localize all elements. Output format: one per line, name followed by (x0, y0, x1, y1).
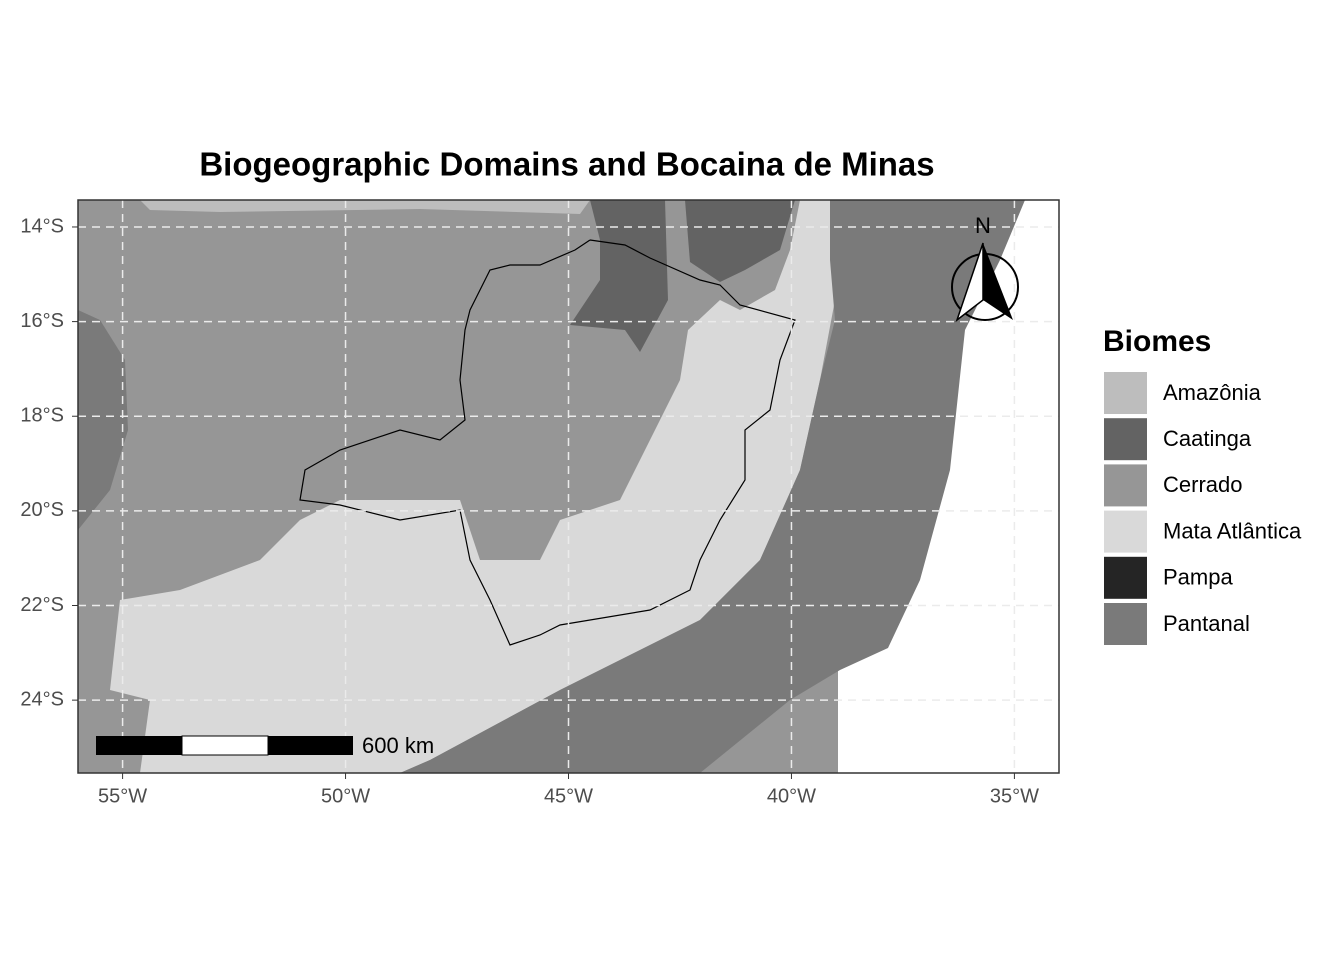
pantanal-west (78, 310, 128, 530)
x-tick-label: 45°W (544, 785, 593, 807)
x-tick-label: 40°W (767, 785, 816, 807)
scale-segment (181, 735, 269, 756)
scale-segment (96, 736, 182, 755)
legend-swatch (1104, 418, 1147, 461)
legend-swatch (1104, 556, 1147, 599)
legend-label: Mata Atlântica (1163, 518, 1302, 543)
north-arrow-right (983, 243, 1013, 320)
y-tick-label: 22°S (20, 594, 64, 616)
state-outline (299, 239, 796, 646)
x-tick-label: 35°W (990, 785, 1039, 807)
legend-swatch (1104, 464, 1147, 507)
map-panel: 600 km N (78, 200, 1059, 773)
amazonia-region (140, 200, 590, 214)
y-tick-label: 18°S (20, 405, 64, 427)
scale-bar: 600 km (96, 733, 434, 758)
scale-label: 600 km (362, 733, 434, 758)
legend-swatch (1104, 510, 1147, 553)
north-arrow: N (951, 213, 1019, 323)
pantanal-east (400, 200, 1025, 773)
legend-label: Pampa (1163, 565, 1233, 590)
north-label: N (975, 213, 991, 238)
legend-label: Pantanal (1163, 611, 1250, 636)
legend-label: Caatinga (1163, 426, 1252, 451)
y-tick-label: 20°S (20, 499, 64, 521)
legend-swatch (1104, 603, 1147, 645)
x-tick-label: 55°W (98, 785, 147, 807)
scale-segment (268, 736, 353, 755)
caatinga-region (685, 200, 795, 282)
legend-title: Biomes (1103, 325, 1211, 358)
legend-label: Cerrado (1163, 472, 1242, 497)
axes: 55°W 50°W 45°W 40°W 35°W 14°S 16°S 18°S 20°S 22°S… (20, 215, 1039, 807)
mata-atlantica-region (110, 200, 835, 773)
legend-label: Amazônia (1163, 380, 1262, 405)
legend-swatch (1104, 372, 1147, 414)
grid (78, 200, 1059, 773)
caatinga-region (570, 200, 668, 352)
legend: Amazônia Caatinga Cerrado Mata Atlântica Pam… (1104, 372, 1302, 645)
y-tick-label: 16°S (20, 310, 64, 332)
map-title: Biogeographic Domains and Bocaina de Min… (199, 146, 934, 183)
y-tick-label: 14°S (20, 215, 64, 237)
x-tick-label: 50°W (321, 785, 370, 807)
y-tick-label: 24°S (20, 688, 64, 710)
